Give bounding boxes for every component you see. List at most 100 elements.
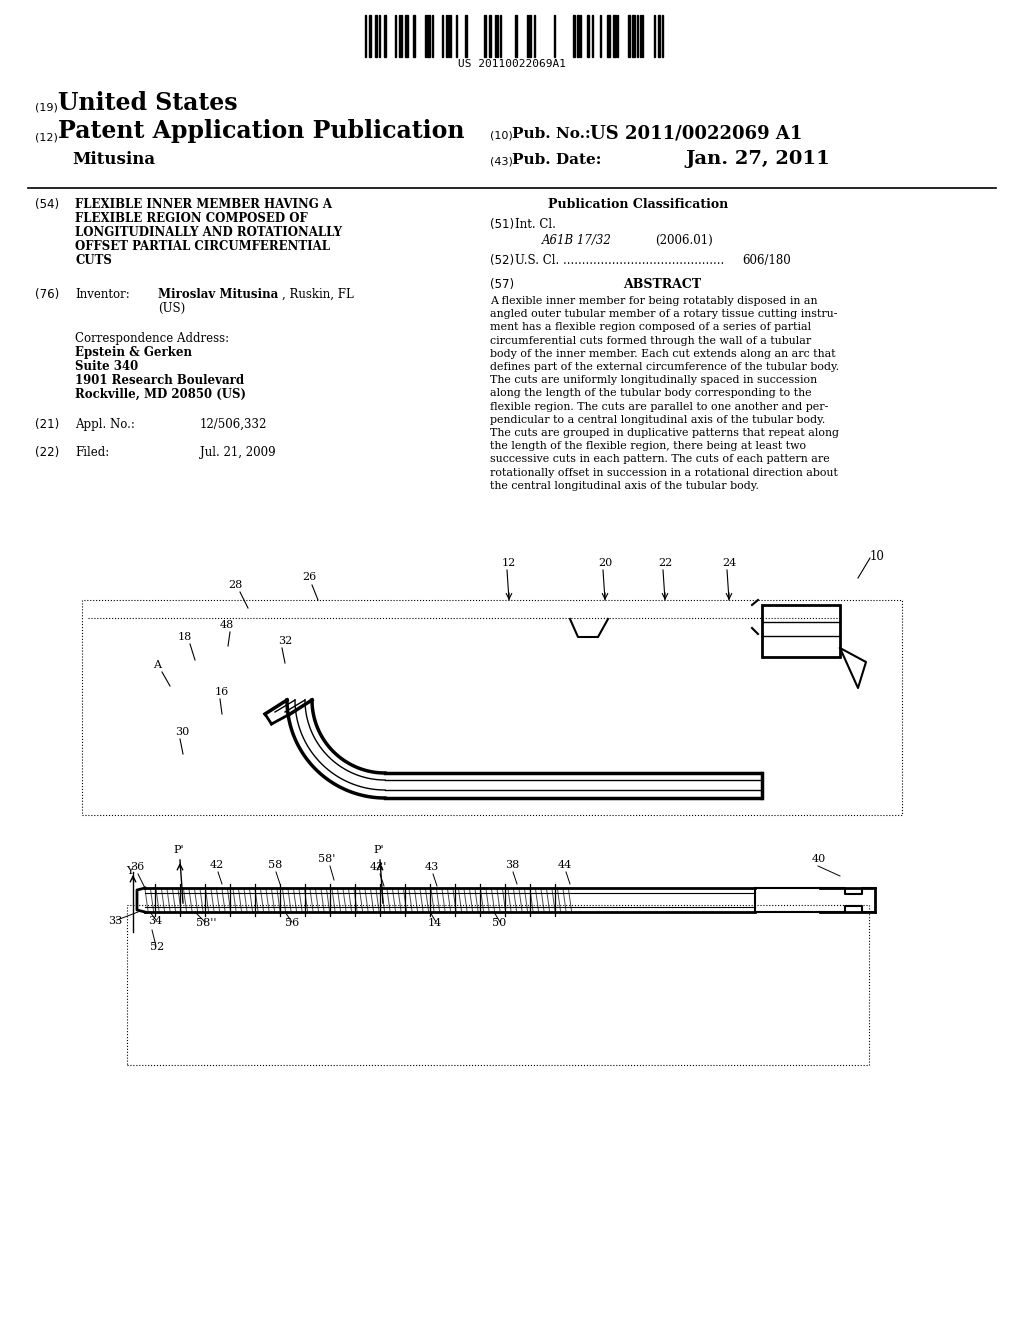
Text: (52): (52) bbox=[490, 253, 514, 267]
Bar bbox=[762, 605, 840, 657]
Text: 1901 Research Boulevard: 1901 Research Boulevard bbox=[75, 374, 244, 387]
Bar bbox=[515, 15, 517, 57]
Text: The cuts are uniformly longitudinally spaced in succession: The cuts are uniformly longitudinally sp… bbox=[490, 375, 817, 385]
Text: (54): (54) bbox=[35, 198, 59, 211]
Text: Y: Y bbox=[126, 866, 133, 876]
Text: 58': 58' bbox=[318, 854, 336, 865]
Text: body of the inner member. Each cut extends along an arc that: body of the inner member. Each cut exten… bbox=[490, 348, 836, 359]
Text: 24: 24 bbox=[722, 558, 736, 568]
Text: U.S. Cl. ...........................................: U.S. Cl. ...............................… bbox=[515, 253, 724, 267]
Bar bbox=[127, 906, 869, 1065]
Text: (21): (21) bbox=[35, 418, 59, 432]
Text: OFFSET PARTIAL CIRCUMFERENTIAL: OFFSET PARTIAL CIRCUMFERENTIAL bbox=[75, 240, 330, 253]
Text: the length of the flexible region, there being at least two: the length of the flexible region, there… bbox=[490, 441, 806, 451]
Text: , Ruskin, FL: , Ruskin, FL bbox=[282, 288, 353, 301]
Text: Suite 340: Suite 340 bbox=[75, 360, 138, 374]
Text: United States: United States bbox=[58, 91, 238, 115]
Text: (2006.01): (2006.01) bbox=[655, 234, 713, 247]
Text: 26: 26 bbox=[302, 572, 316, 582]
Bar bbox=[577, 15, 579, 57]
Bar bbox=[529, 15, 531, 57]
Text: flexible region. The cuts are parallel to one another and per-: flexible region. The cuts are parallel t… bbox=[490, 401, 828, 412]
Text: P': P' bbox=[173, 845, 183, 855]
Text: along the length of the tubular body corresponding to the: along the length of the tubular body cor… bbox=[490, 388, 812, 399]
Text: Int. Cl.: Int. Cl. bbox=[515, 218, 556, 231]
Bar bbox=[587, 15, 589, 57]
Text: Patent Application Publication: Patent Application Publication bbox=[58, 119, 465, 143]
Text: 32: 32 bbox=[278, 636, 292, 645]
Text: Publication Classification: Publication Classification bbox=[548, 198, 728, 211]
Text: 42: 42 bbox=[210, 861, 224, 870]
Text: Correspondence Address:: Correspondence Address: bbox=[75, 333, 229, 345]
Text: 44: 44 bbox=[558, 861, 572, 870]
Text: 40: 40 bbox=[812, 854, 826, 865]
Text: 38: 38 bbox=[505, 861, 519, 870]
Text: pendicular to a central longitudinal axis of the tubular body.: pendicular to a central longitudinal axi… bbox=[490, 414, 825, 425]
Text: (76): (76) bbox=[35, 288, 59, 301]
Bar bbox=[369, 15, 371, 57]
Text: P': P' bbox=[373, 845, 384, 855]
Text: (43): (43) bbox=[490, 156, 513, 166]
Text: 10: 10 bbox=[870, 550, 885, 564]
Text: A: A bbox=[153, 660, 161, 671]
Text: 12: 12 bbox=[502, 558, 516, 568]
Text: LONGITUDINALLY AND ROTATIONALLY: LONGITUDINALLY AND ROTATIONALLY bbox=[75, 226, 342, 239]
Text: (22): (22) bbox=[35, 446, 59, 459]
Text: successive cuts in each pattern. The cuts of each pattern are: successive cuts in each pattern. The cut… bbox=[490, 454, 829, 465]
Bar bbox=[628, 15, 630, 57]
Text: the central longitudinal axis of the tubular body.: the central longitudinal axis of the tub… bbox=[490, 480, 759, 491]
Text: rotationally offset in succession in a rotational direction about: rotationally offset in succession in a r… bbox=[490, 467, 838, 478]
Text: 28: 28 bbox=[228, 579, 243, 590]
Bar bbox=[427, 15, 430, 57]
Text: Pub. No.:: Pub. No.: bbox=[512, 127, 591, 141]
Text: Mitusina: Mitusina bbox=[72, 150, 155, 168]
Text: Pub. Date:: Pub. Date: bbox=[512, 153, 601, 168]
Text: 58: 58 bbox=[268, 861, 283, 870]
Text: 43: 43 bbox=[425, 862, 439, 873]
Bar bbox=[607, 15, 610, 57]
Bar bbox=[573, 15, 575, 57]
Text: US 2011/0022069 A1: US 2011/0022069 A1 bbox=[590, 124, 803, 143]
Text: Epstein & Gerken: Epstein & Gerken bbox=[75, 346, 193, 359]
Bar bbox=[484, 15, 486, 57]
Text: Appl. No.:: Appl. No.: bbox=[75, 418, 135, 432]
Text: Rockville, MD 20850 (US): Rockville, MD 20850 (US) bbox=[75, 388, 246, 401]
Text: CUTS: CUTS bbox=[75, 253, 112, 267]
Bar bbox=[384, 15, 386, 57]
Bar bbox=[375, 15, 377, 57]
Text: 48: 48 bbox=[220, 620, 234, 630]
Text: ment has a flexible region composed of a series of partial: ment has a flexible region composed of a… bbox=[490, 322, 811, 333]
Bar bbox=[489, 15, 490, 57]
Bar bbox=[406, 15, 408, 57]
Text: 36: 36 bbox=[130, 862, 144, 873]
Text: Miroslav Mitusina: Miroslav Mitusina bbox=[158, 288, 279, 301]
Text: A61B 17/32: A61B 17/32 bbox=[542, 234, 612, 247]
Text: (57): (57) bbox=[490, 279, 514, 290]
Text: The cuts are grouped in duplicative patterns that repeat along: The cuts are grouped in duplicative patt… bbox=[490, 428, 839, 438]
Text: (51): (51) bbox=[490, 218, 514, 231]
Text: US 20110022069A1: US 20110022069A1 bbox=[458, 59, 566, 69]
Text: 18: 18 bbox=[178, 632, 193, 642]
Text: 43': 43' bbox=[370, 862, 387, 873]
Text: (19): (19) bbox=[35, 102, 58, 112]
Text: 20: 20 bbox=[598, 558, 612, 568]
Text: 30: 30 bbox=[175, 727, 189, 737]
Text: (10): (10) bbox=[490, 129, 513, 140]
Text: 50: 50 bbox=[492, 917, 506, 928]
Text: 34: 34 bbox=[148, 916, 162, 927]
Text: 52: 52 bbox=[150, 942, 164, 952]
Text: 14: 14 bbox=[428, 917, 442, 928]
Text: 12/506,332: 12/506,332 bbox=[200, 418, 267, 432]
Bar bbox=[413, 15, 415, 57]
Text: 16: 16 bbox=[215, 686, 229, 697]
Bar bbox=[658, 15, 660, 57]
Text: Filed:: Filed: bbox=[75, 446, 110, 459]
Text: 606/180: 606/180 bbox=[742, 253, 791, 267]
Bar bbox=[82, 601, 902, 814]
Text: (US): (US) bbox=[158, 302, 185, 315]
Text: (12): (12) bbox=[35, 132, 58, 143]
Text: FLEXIBLE REGION COMPOSED OF: FLEXIBLE REGION COMPOSED OF bbox=[75, 213, 308, 224]
Text: 33: 33 bbox=[108, 916, 122, 927]
Text: Jul. 21, 2009: Jul. 21, 2009 bbox=[200, 446, 275, 459]
Text: FLEXIBLE INNER MEMBER HAVING A: FLEXIBLE INNER MEMBER HAVING A bbox=[75, 198, 332, 211]
